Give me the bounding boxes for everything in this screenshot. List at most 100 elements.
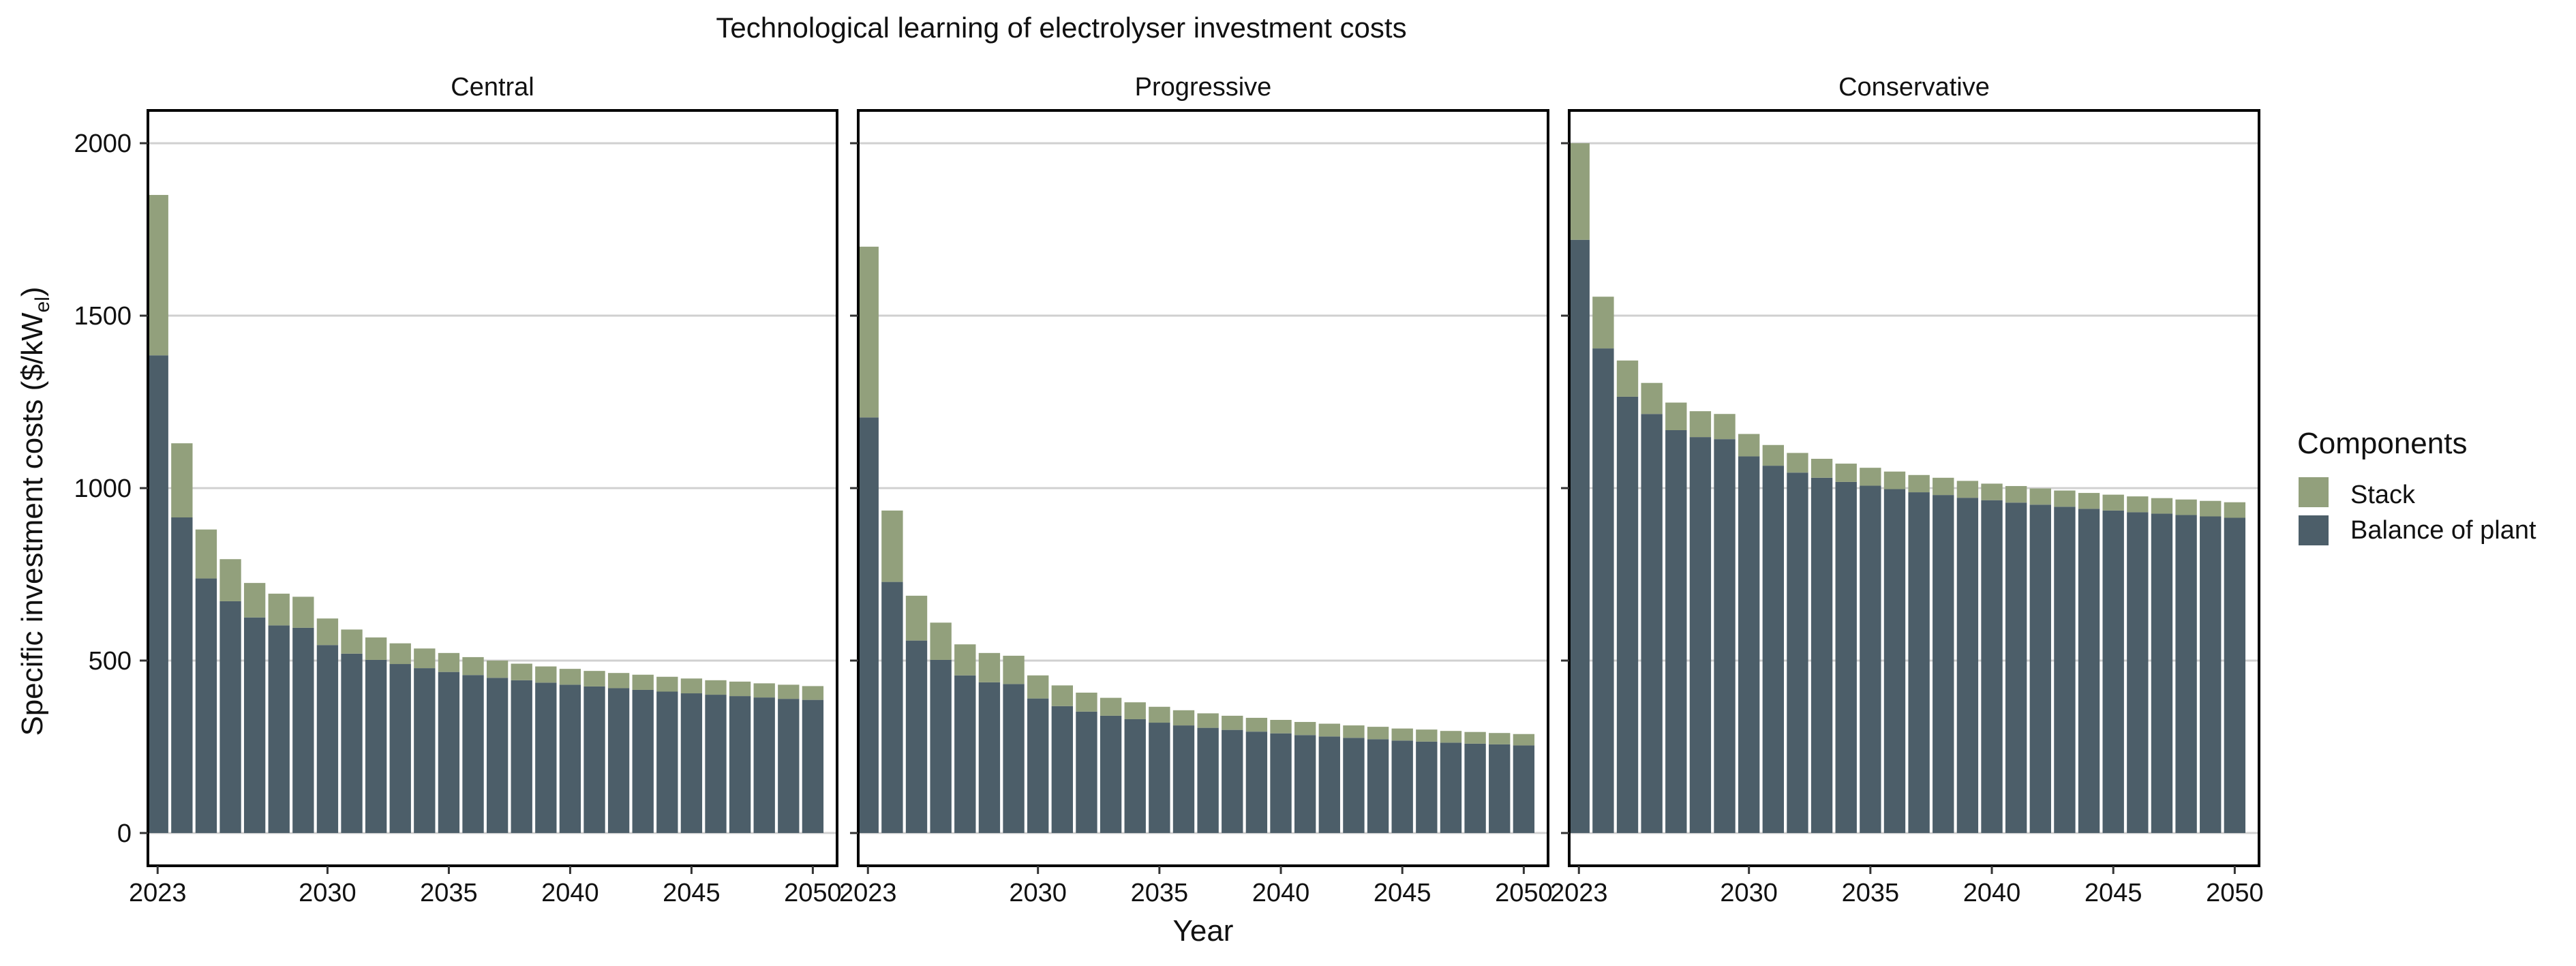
bar-progressive-stack-2034 <box>1124 702 1146 719</box>
bar-progressive-stack-2046 <box>1416 729 1438 742</box>
bar-conservative-balance-of-plant-2036 <box>1883 489 1906 833</box>
bar-progressive-stack-2042 <box>1318 723 1340 737</box>
bar-central-balance-of-plant-2028 <box>268 625 290 833</box>
bar-conservative-stack-2037 <box>1908 474 1930 493</box>
bar-central-balance-of-plant-2047 <box>729 696 751 833</box>
bar-central-stack-2023 <box>147 194 168 356</box>
x-tick-label-progressive-2045: 2045 <box>1374 879 1431 907</box>
bar-central-stack-2041 <box>584 671 605 686</box>
panel-title-progressive: Progressive <box>1135 73 1272 102</box>
x-tick-label-conservative-2023: 2023 <box>1550 879 1608 907</box>
bar-progressive-stack-2027 <box>954 644 976 676</box>
bar-progressive-stack-2032 <box>1076 693 1097 712</box>
bar-conservative-balance-of-plant-2038 <box>1933 495 1954 833</box>
bar-central-stack-2031 <box>341 629 363 654</box>
panels: Central 2023 2030 2035 2040 2045 2050 0 500 1000 1… <box>74 73 2263 907</box>
bar-progressive-balance-of-plant-2043 <box>1343 738 1365 833</box>
bar-conservative-balance-of-plant-2035 <box>1860 485 1881 833</box>
bar-progressive-balance-of-plant-2028 <box>978 682 1001 833</box>
bar-progressive-balance-of-plant-2026 <box>930 659 952 833</box>
bar-central-stack-2033 <box>389 643 411 665</box>
bar-central-stack-2029 <box>292 597 314 628</box>
bar-conservative-balance-of-plant-2026 <box>1641 414 1663 833</box>
bar-conservative-balance-of-plant-2034 <box>1835 481 1857 833</box>
bar-progressive-balance-of-plant-2040 <box>1270 733 1292 833</box>
bar-conservative-stack-2045 <box>2102 494 2124 511</box>
bar-central-balance-of-plant-2044 <box>656 691 678 833</box>
legend-swatch-stack <box>2299 477 2329 507</box>
bar-progressive-stack-2043 <box>1343 725 1365 738</box>
y-tick-label-0: 0 <box>117 819 132 848</box>
bar-progressive-balance-of-plant-2031 <box>1051 706 1074 833</box>
bar-progressive-balance-of-plant-2023 <box>857 417 879 833</box>
bar-progressive-balance-of-plant-2050 <box>1513 745 1535 833</box>
bar-progressive-stack-2041 <box>1294 722 1316 736</box>
bar-conservative-stack-2024 <box>1592 297 1614 349</box>
bar-conservative-stack-2041 <box>2005 485 2027 503</box>
bar-central-stack-2048 <box>753 683 775 698</box>
bar-central-stack-2032 <box>365 637 387 660</box>
bar-progressive-stack-2049 <box>1489 733 1511 744</box>
bar-progressive-balance-of-plant-2024 <box>881 582 903 833</box>
bar-central-stack-2042 <box>607 673 630 689</box>
bar-conservative-stack-2029 <box>1714 414 1736 440</box>
x-tick-label-progressive-2035: 2035 <box>1131 879 1189 907</box>
bar-progressive-stack-2040 <box>1270 719 1292 734</box>
bar-central-stack-2049 <box>778 684 800 699</box>
bar-conservative-balance-of-plant-2028 <box>1689 437 1712 833</box>
bar-progressive-balance-of-plant-2039 <box>1245 731 1268 833</box>
bar-conservative-balance-of-plant-2043 <box>2054 507 2076 833</box>
bar-conservative-stack-2046 <box>2127 496 2149 513</box>
bar-central-balance-of-plant-2026 <box>219 601 241 833</box>
panel-central: Central 2023 2030 2035 2040 2045 2050 0 500 1000 1… <box>74 73 841 907</box>
bar-conservative-balance-of-plant-2024 <box>1592 348 1614 833</box>
bar-central-balance-of-plant-2041 <box>584 686 605 833</box>
bar-conservative-balance-of-plant-2039 <box>1956 498 1979 833</box>
bar-conservative-stack-2032 <box>1787 453 1808 473</box>
bar-central-stack-2024 <box>171 443 193 518</box>
x-tick-label-progressive-2040: 2040 <box>1252 879 1310 907</box>
bar-progressive-balance-of-plant-2041 <box>1294 735 1316 833</box>
bar-conservative-balance-of-plant-2040 <box>1981 500 2003 833</box>
bar-conservative-stack-2042 <box>2029 488 2051 505</box>
bar-progressive-stack-2039 <box>1245 717 1268 732</box>
bar-central-stack-2028 <box>268 593 290 626</box>
bar-progressive-stack-2033 <box>1100 697 1122 716</box>
bar-central-balance-of-plant-2034 <box>414 668 436 833</box>
bar-central-balance-of-plant-2032 <box>365 659 387 833</box>
bar-progressive-stack-2036 <box>1172 710 1195 726</box>
bar-central-balance-of-plant-2037 <box>486 678 509 833</box>
bar-progressive-stack-2048 <box>1464 731 1486 744</box>
bar-central-balance-of-plant-2036 <box>462 675 484 833</box>
bar-progressive-stack-2035 <box>1149 706 1170 723</box>
bar-conservative-balance-of-plant-2030 <box>1738 456 1760 833</box>
bar-progressive-stack-2038 <box>1222 715 1243 730</box>
bar-central-balance-of-plant-2031 <box>341 653 363 833</box>
x-tick-label-central-2040: 2040 <box>541 879 599 907</box>
bar-central-balance-of-plant-2040 <box>559 684 581 833</box>
bar-central-balance-of-plant-2050 <box>802 699 824 833</box>
x-tick-label-conservative-2045: 2045 <box>2085 879 2142 907</box>
bar-conservative-stack-2023 <box>1568 143 1590 240</box>
bar-central-stack-2045 <box>680 678 703 694</box>
x-axis-label: Year <box>1173 914 1234 948</box>
bar-progressive-balance-of-plant-2046 <box>1416 741 1438 833</box>
bar-progressive-balance-of-plant-2036 <box>1172 725 1195 833</box>
bar-progressive-stack-2030 <box>1027 675 1049 699</box>
bar-central-stack-2030 <box>316 618 339 646</box>
bar-progressive-balance-of-plant-2029 <box>1003 684 1025 833</box>
bar-conservative-stack-2043 <box>2054 490 2076 507</box>
bar-conservative-stack-2028 <box>1689 411 1712 438</box>
bar-central-balance-of-plant-2035 <box>438 671 460 833</box>
bar-progressive-balance-of-plant-2049 <box>1489 744 1511 833</box>
x-tick-label-progressive-2023: 2023 <box>839 879 897 907</box>
bar-progressive-balance-of-plant-2034 <box>1124 719 1146 833</box>
bar-central-balance-of-plant-2029 <box>292 627 314 833</box>
bar-progressive-balance-of-plant-2032 <box>1076 711 1097 833</box>
bar-conservative-stack-2036 <box>1883 471 1906 489</box>
y-tick-label-1500: 1500 <box>74 302 132 331</box>
bar-conservative-balance-of-plant-2050 <box>2224 517 2246 833</box>
bar-progressive-stack-2031 <box>1051 685 1074 706</box>
bar-central-stack-2047 <box>729 681 751 697</box>
bar-conservative-stack-2047 <box>2151 498 2173 514</box>
